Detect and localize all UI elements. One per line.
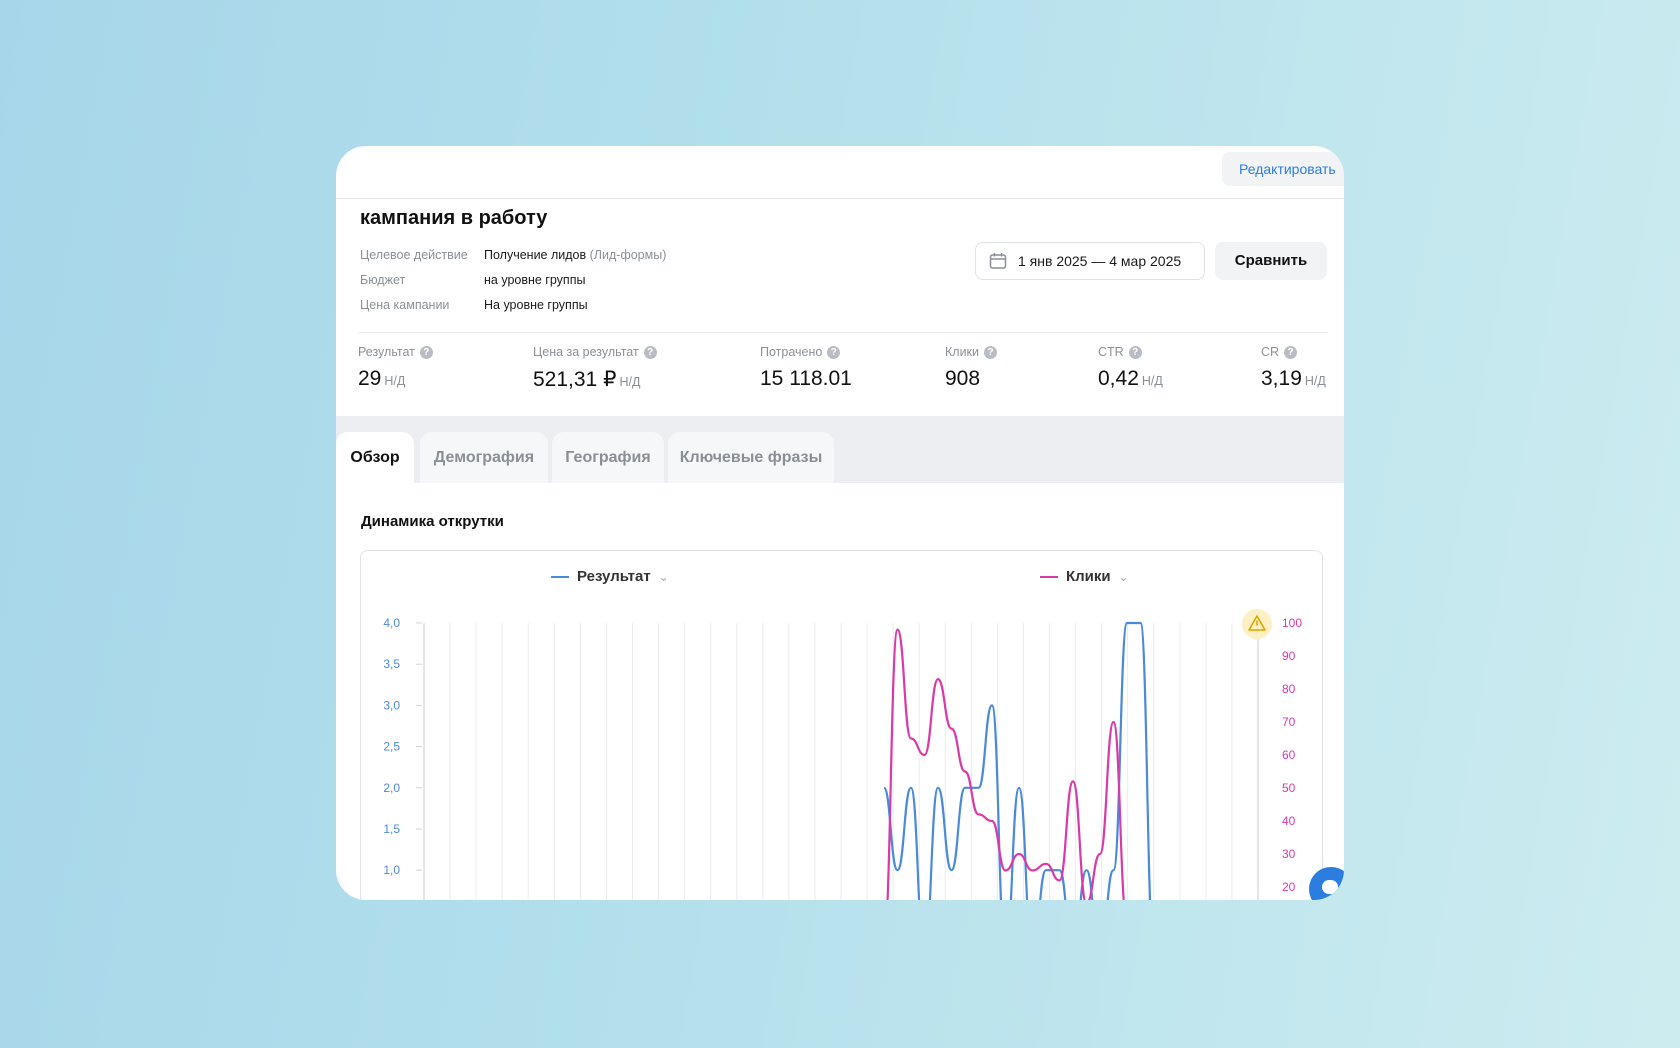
right-axis-tick: 70: [1282, 715, 1296, 729]
tab-keywords[interactable]: Ключевые фразы: [668, 432, 834, 483]
metric-label-text: Потрачено: [760, 345, 823, 359]
metric-label: CTR?: [1098, 345, 1163, 359]
date-range-label: 1 янв 2025 — 4 мар 2025: [1018, 253, 1182, 269]
info-row-price: Цена кампании На уровне группы: [360, 298, 666, 323]
metric-label-text: Цена за результат: [533, 345, 639, 359]
metric-value: 908: [945, 367, 997, 391]
metric-value-text: 15 118.01: [760, 367, 852, 390]
legend-line-result: [551, 575, 569, 578]
metric-label: Результат?: [358, 345, 433, 359]
metric-cost-per-result: Цена за результат? 521,31 ₽ Н/Д: [533, 345, 657, 392]
right-axis-tick: 100: [1282, 616, 1302, 630]
campaign-title: кампания в работу: [360, 207, 548, 229]
right-axis-tick: 80: [1282, 682, 1296, 696]
tabs-bar: Обзор Демография География Ключевые фраз…: [336, 416, 1344, 483]
chat-button[interactable]: [1309, 867, 1344, 900]
chart-plot: 4,0 3,5 3,0 2,5 2,0 1,5 1,0 100 90 80 70 60 50 40 30 20: [383, 609, 1302, 900]
metric-value-text: 3,19: [1261, 367, 1302, 390]
help-icon[interactable]: ?: [1284, 345, 1298, 359]
metric-value: 15 118.01: [760, 367, 852, 391]
legend-result[interactable]: Результат ⌄: [551, 568, 669, 585]
compare-button[interactable]: Сравнить: [1215, 242, 1327, 280]
left-axis-tick: 3,5: [383, 657, 400, 671]
help-icon[interactable]: ?: [1128, 345, 1142, 359]
chart-container: [360, 550, 1323, 900]
metric-label-text: CTR: [1098, 345, 1124, 359]
help-icon[interactable]: ?: [827, 345, 841, 359]
info-row-budget: Бюджет на уровне группы: [360, 273, 666, 298]
help-icon[interactable]: ?: [643, 345, 657, 359]
edit-button[interactable]: Редактировать: [1222, 152, 1344, 186]
right-axis-tick: 90: [1282, 649, 1296, 663]
calendar-icon: [989, 253, 1007, 269]
date-range-picker[interactable]: 1 янв 2025 — 4 мар 2025: [975, 242, 1205, 280]
info-value-text: На уровне группы: [484, 298, 588, 312]
info-value-text: на уровне группы: [484, 273, 586, 287]
metric-value-text: 908: [945, 367, 981, 390]
chart-section-title: Динамика открутки: [361, 513, 504, 530]
right-axis-tick: 30: [1282, 847, 1296, 861]
tab-demography[interactable]: Демография: [420, 432, 548, 483]
info-label: Цена кампании: [360, 298, 450, 312]
metric-ctr: CTR? 0,42 Н/Д: [1098, 345, 1163, 391]
metric-na: Н/Д: [1304, 374, 1326, 388]
metric-cr: CR? 3,19 Н/Д: [1261, 345, 1326, 391]
left-axis-tick: 1,0: [383, 863, 400, 877]
help-icon[interactable]: ?: [984, 345, 998, 359]
legend-label: Клики: [1066, 568, 1111, 585]
metric-result: Результат? 29 Н/Д: [358, 345, 433, 391]
series-line-clicks: [886, 628, 1125, 900]
info-value-text: Получение лидов: [484, 248, 587, 262]
legend-label: Результат: [577, 568, 651, 585]
right-axis-tick: 40: [1282, 814, 1296, 828]
tab-overview[interactable]: Обзор: [336, 432, 414, 483]
metric-label: Цена за результат?: [533, 345, 657, 359]
metric-clicks: Клики? 908: [945, 345, 998, 391]
metric-value-text: 0,42: [1098, 367, 1139, 390]
metric-na: Н/Д: [384, 374, 406, 388]
left-axis-tick: 1,5: [383, 822, 400, 836]
metric-label-text: Клики: [945, 345, 980, 359]
help-icon[interactable]: ?: [419, 345, 433, 359]
right-axis-tick: 50: [1282, 781, 1296, 795]
metric-value-text: 29: [358, 367, 382, 390]
left-axis-tick: 4,0: [383, 616, 400, 630]
campaign-card: Редактировать кампания в работу Целевое …: [336, 146, 1344, 900]
metric-label: Клики?: [945, 345, 998, 359]
metric-label: Потрачено?: [760, 345, 852, 359]
warning-icon: [1248, 615, 1266, 631]
info-value-note: (Лид-формы): [589, 248, 667, 262]
chevron-down-icon: ⌄: [658, 569, 669, 584]
legend-clicks[interactable]: Клики ⌄: [1040, 568, 1129, 585]
left-axis-tick: 2,0: [383, 781, 400, 795]
left-axis-tick: 2,5: [383, 740, 400, 754]
metric-value: 29 Н/Д: [358, 367, 433, 391]
right-axis-tick: 20: [1282, 880, 1296, 894]
divider: [358, 332, 1328, 333]
metric-label: CR?: [1261, 345, 1326, 359]
metric-value-text: 521,31 ₽: [533, 368, 617, 391]
info-label: Бюджет: [360, 273, 406, 287]
metric-spent: Потрачено? 15 118.01: [760, 345, 852, 391]
metric-label-text: CR: [1261, 345, 1280, 359]
legend-line-clicks: [1040, 575, 1058, 578]
campaign-info: Целевое действие Получение лидов (Лид-фо…: [360, 248, 666, 323]
chevron-down-icon: ⌄: [1118, 569, 1129, 584]
metric-value: 3,19 Н/Д: [1261, 367, 1326, 391]
info-value: Получение лидов (Лид-формы): [484, 248, 666, 273]
info-row-target-action: Целевое действие Получение лидов (Лид-фо…: [360, 248, 666, 273]
metric-na: Н/Д: [1141, 374, 1163, 388]
metric-na: Н/Д: [619, 375, 641, 389]
tab-geography[interactable]: География: [552, 432, 664, 483]
metric-value: 0,42 Н/Д: [1098, 367, 1163, 391]
right-axis-tick: 60: [1282, 748, 1296, 762]
info-label: Целевое действие: [360, 248, 468, 262]
top-bar: Редактировать: [336, 146, 1344, 199]
metric-label-text: Результат: [358, 345, 415, 359]
left-axis-tick: 3,0: [383, 698, 400, 712]
series-line-result: [882, 621, 1152, 900]
metric-value: 521,31 ₽ Н/Д: [533, 367, 657, 392]
